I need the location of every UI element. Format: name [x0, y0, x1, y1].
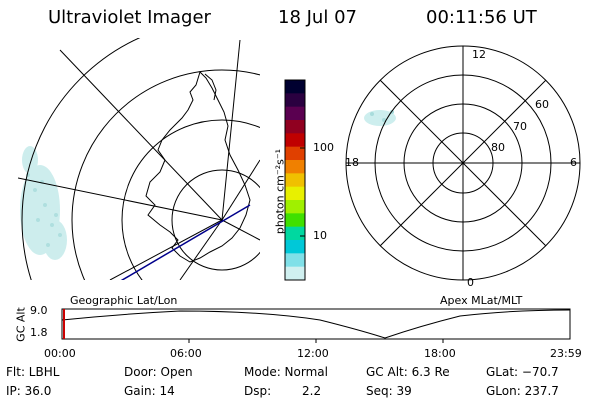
colorbar-band [285, 200, 305, 214]
meridians [18, 39, 260, 280]
altitude-curve [61, 309, 571, 339]
colorbar-band [285, 240, 305, 254]
colorbar-frame [284, 79, 306, 281]
orbit-track [120, 204, 251, 280]
filter-info: Flt: LBHL [6, 365, 60, 379]
colorbar-band [285, 120, 305, 134]
door-info: Door: Open [124, 365, 193, 379]
mode-info: Mode: Normal [244, 365, 328, 379]
aurora-emission-left [20, 146, 67, 260]
colorbar-tick-10: 10 [313, 229, 327, 242]
latitude-circles [21, 38, 260, 280]
time-label: 00:11:56 UT [426, 7, 537, 28]
glon-info: GLon: 237.7 [486, 384, 559, 398]
seq-info: Seq: 39 [366, 384, 412, 398]
mlat-label-70: 70 [513, 120, 527, 133]
colorbar-band [285, 133, 305, 148]
colorbar-tick-100: 100 [313, 141, 334, 154]
colorbar-band [285, 173, 305, 188]
gc-alt-info: GC Alt: 6.3 Re [366, 365, 450, 379]
colorbar-band [285, 266, 305, 281]
date-label: 18 Jul 07 [278, 7, 357, 28]
coastline [145, 71, 251, 263]
gain-info: Gain: 14 [124, 384, 175, 398]
colorbar [285, 80, 305, 281]
ip-info: IP: 36.0 [6, 384, 52, 398]
glat-info: GLat: −70.7 [486, 365, 559, 379]
xtick-1800: 18:00 [424, 347, 456, 360]
xtick-2359: 23:59 [550, 347, 582, 360]
colorbar-band [285, 213, 305, 228]
magnetic-map-label: Apex MLat/MLT [440, 294, 523, 307]
mlat-label-80: 80 [491, 141, 505, 154]
altitude-ylabel: GC Alt [14, 307, 28, 342]
altitude-ytick-low: 1.8 [30, 326, 48, 339]
mlt-label-bottom: 0 [467, 276, 474, 289]
geographic-map-label: Geographic Lat/Lon [70, 294, 178, 307]
colorbar-band [285, 80, 305, 94]
mlat-label-60: 60 [535, 98, 549, 111]
mlt-label-top: 12 [472, 48, 486, 61]
dsp-value: 2.2 [302, 384, 322, 398]
colorbar-band [285, 146, 305, 161]
colorbar-band [285, 160, 305, 174]
geographic-map [18, 38, 260, 280]
colorbar-band [285, 253, 305, 268]
altitude-ytick-high: 9.0 [30, 304, 48, 317]
xtick-1200: 12:00 [297, 347, 329, 360]
colorbar-band [285, 226, 305, 241]
instrument-title: Ultraviolet Imager [48, 7, 211, 28]
colorbar-band [285, 186, 305, 201]
magnetic-map [345, 45, 581, 281]
xtick-0600: 06:00 [170, 347, 202, 360]
mlt-label-right: 6 [570, 156, 577, 169]
colorbar-unit-label: photon cm⁻²s⁻¹ [273, 148, 287, 235]
xtick-0000: 00:00 [44, 347, 76, 360]
mlt-label-left: 18 [345, 156, 359, 169]
colorbar-band [285, 93, 305, 108]
altitude-plot [61, 308, 571, 343]
colorbar-band [285, 106, 305, 121]
dsp-label: Dsp: [244, 384, 272, 398]
